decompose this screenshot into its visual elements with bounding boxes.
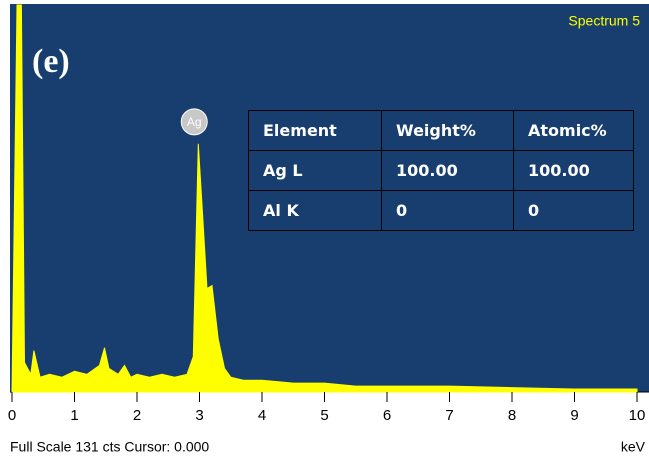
panel-label: (e)	[32, 43, 70, 80]
peak-marker	[180, 108, 208, 136]
spectrum	[11, 4, 638, 393]
x-tick-label: 3	[195, 407, 203, 424]
x-tick-label: 4	[258, 407, 266, 424]
x-tick-label: 8	[508, 407, 516, 424]
table-cell: Element	[248, 110, 382, 151]
table-cell: Atomic%	[513, 110, 634, 151]
table-cell: 100.00	[381, 150, 514, 191]
table-cell: 0	[513, 190, 634, 231]
x-tick-label: 1	[70, 407, 78, 424]
x-unit: keV	[621, 439, 646, 455]
table-row: Element Weight% Atomic%	[248, 110, 634, 151]
table-cell: Al K	[248, 190, 382, 231]
x-tick-label: 7	[445, 407, 453, 424]
x-tick-label: 9	[570, 407, 578, 424]
table-cell: Weight%	[381, 110, 514, 151]
peak-label: Ag	[187, 115, 202, 129]
x-tick-label: 10	[629, 407, 646, 424]
table-row: Ag L 100.00 100.00	[248, 150, 634, 191]
table-cell: 100.00	[513, 150, 634, 191]
x-tick-label: 5	[320, 407, 328, 424]
footer: Full Scale 131 cts Cursor: 0.000	[10, 439, 209, 455]
composition-table: Element Weight% Atomic% Ag L 100.00 100.00 Al …	[248, 110, 634, 231]
table-cell: 0	[381, 190, 514, 231]
x-tick-label: 6	[383, 407, 391, 424]
table-cell: Ag L	[248, 150, 382, 191]
x-tick-label: 2	[133, 407, 141, 424]
spectrum-title: Spectrum 5	[568, 13, 640, 29]
x-tick-label: 0	[8, 407, 16, 424]
